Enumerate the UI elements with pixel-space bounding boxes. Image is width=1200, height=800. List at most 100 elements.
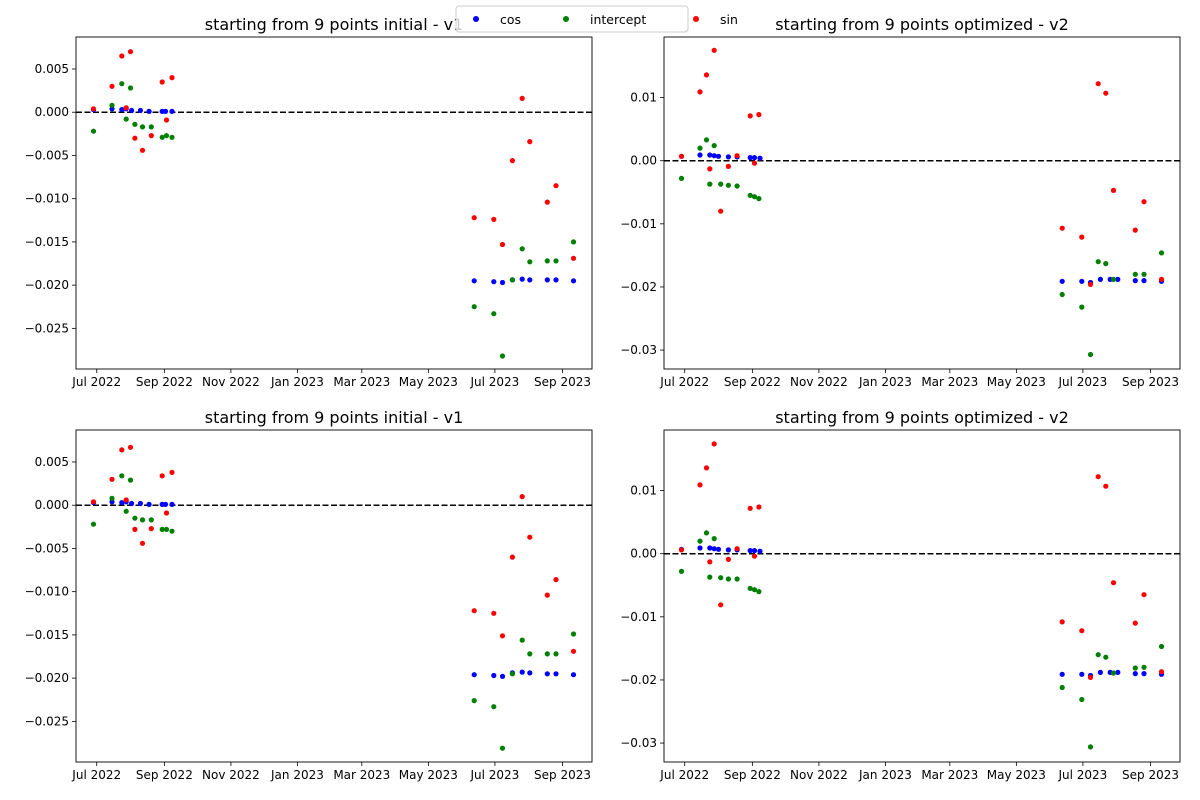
x-tick-label: Sep 2022 — [724, 768, 781, 782]
legend-label-intercept: intercept — [590, 12, 646, 27]
y-tick-label: 0.00 — [630, 547, 657, 561]
x-tick-label: Sep 2023 — [1122, 768, 1179, 782]
data-point-intercept — [491, 704, 497, 710]
data-point-sin — [127, 444, 134, 450]
data-point-cos — [169, 108, 175, 114]
data-point-sin — [544, 592, 550, 598]
data-point-cos — [697, 545, 703, 551]
data-point-sin — [734, 546, 740, 552]
data-point-sin — [148, 133, 154, 139]
x-tick-label: Jan 2023 — [858, 375, 912, 389]
x-tick-label: May 2023 — [987, 768, 1046, 782]
y-tick-label: −0.020 — [25, 278, 69, 292]
data-point-cos — [711, 546, 717, 552]
panel-title: starting from 9 points optimized - v2 — [775, 15, 1069, 34]
data-point-intercept — [499, 353, 506, 359]
data-point-sin — [697, 482, 703, 488]
data-point-intercept — [1087, 744, 1094, 750]
data-point-intercept — [123, 116, 129, 122]
data-point-intercept — [718, 181, 724, 187]
data-point-sin — [751, 160, 758, 166]
data-point-sin — [109, 476, 115, 482]
data-point-intercept — [519, 246, 525, 252]
data-point-intercept — [707, 181, 713, 187]
data-point-intercept — [90, 521, 97, 527]
data-point-intercept — [1095, 652, 1101, 658]
data-point-intercept — [570, 631, 577, 637]
data-point-intercept — [159, 526, 165, 533]
data-point-sin — [711, 47, 717, 53]
data-point-cos — [499, 673, 506, 680]
data-point-cos — [715, 546, 722, 552]
data-point-intercept — [509, 277, 515, 283]
y-tick-label: 0.00 — [630, 154, 657, 168]
y-tick-label: −0.010 — [25, 192, 69, 206]
x-tick-label: Nov 2022 — [202, 375, 260, 389]
legend-label-sin: sin — [720, 12, 738, 27]
chart-panel-2: starting from 9 points optimized - v2 Jul… — [620, 15, 1181, 389]
data-point-cos — [499, 279, 506, 286]
data-point-sin — [471, 608, 477, 614]
data-point-sin — [499, 633, 506, 639]
data-point-intercept — [499, 745, 506, 751]
y-tick-label: −0.005 — [25, 148, 69, 162]
data-point-sin — [119, 447, 125, 453]
data-point-intercept — [169, 528, 175, 534]
x-tick-label: Mar 2023 — [333, 768, 390, 782]
data-point-intercept — [1079, 696, 1085, 703]
data-point-sin — [1132, 620, 1138, 626]
data-point-cos — [471, 672, 477, 678]
data-point-intercept — [734, 576, 740, 582]
data-point-intercept — [725, 576, 732, 582]
data-point-cos — [711, 153, 717, 159]
legend-marker-sin — [693, 16, 699, 22]
x-tick-label: Jul 2023 — [1057, 375, 1107, 389]
y-tick-label: −0.020 — [25, 671, 69, 685]
series-intercept — [678, 530, 1165, 750]
x-tick-label: Mar 2023 — [921, 768, 978, 782]
data-point-cos — [162, 108, 169, 114]
data-point-intercept — [491, 311, 497, 317]
data-point-sin — [678, 547, 685, 553]
data-point-sin — [1158, 276, 1165, 282]
series-sin — [90, 49, 577, 261]
data-point-sin — [519, 494, 525, 500]
data-point-cos — [137, 500, 143, 507]
data-point-intercept — [527, 259, 533, 265]
x-tick-label: Nov 2022 — [790, 375, 848, 389]
data-point-cos — [707, 545, 713, 551]
data-point-intercept — [471, 304, 477, 310]
y-tick-label: 0.01 — [630, 484, 657, 498]
data-point-intercept — [127, 85, 134, 91]
data-point-cos — [146, 108, 152, 114]
y-tick-label: −0.01 — [620, 610, 657, 624]
data-point-sin — [1110, 187, 1117, 193]
data-point-sin — [1132, 227, 1138, 233]
data-point-cos — [751, 155, 758, 161]
data-point-sin — [491, 216, 497, 222]
data-point-intercept — [148, 517, 154, 523]
data-point-sin — [751, 553, 758, 559]
y-tick-label: −0.015 — [25, 628, 69, 642]
data-point-cos — [747, 548, 753, 554]
data-point-sin — [703, 465, 710, 471]
data-point-cos — [553, 671, 559, 677]
y-tick-label: −0.02 — [620, 280, 657, 294]
data-point-cos — [491, 672, 497, 679]
panel-title: starting from 9 points initial - v1 — [205, 15, 464, 34]
axes-frame — [75, 429, 593, 763]
data-point-intercept — [1103, 654, 1109, 660]
data-point-cos — [1097, 669, 1103, 676]
data-point-sin — [109, 83, 115, 89]
x-tick-label: Nov 2022 — [202, 768, 260, 782]
data-point-sin — [553, 183, 559, 189]
data-point-sin — [163, 510, 170, 516]
data-point-cos — [1141, 278, 1147, 284]
data-point-intercept — [1141, 271, 1147, 277]
data-point-cos — [491, 279, 497, 285]
data-point-intercept — [127, 477, 134, 483]
data-point-sin — [1110, 580, 1117, 586]
data-point-intercept — [678, 175, 685, 181]
